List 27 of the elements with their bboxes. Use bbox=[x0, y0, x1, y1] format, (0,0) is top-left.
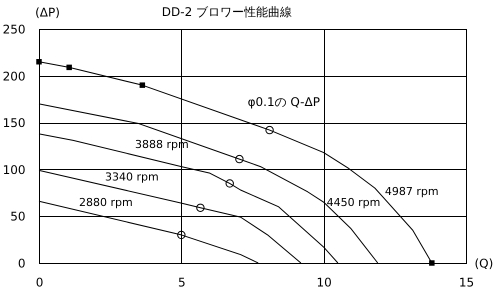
point bbox=[265, 126, 274, 134]
point bbox=[429, 260, 435, 266]
x-tick-label: 15 bbox=[458, 276, 474, 290]
series-label: 3340 rpm bbox=[105, 170, 159, 184]
y-tick-label: 0 bbox=[18, 256, 26, 270]
chart-title: DD-2 ブロワー性能曲線 bbox=[162, 5, 292, 19]
series-label: 4450 rpm bbox=[326, 196, 380, 210]
x-tick-label: 5 bbox=[178, 276, 186, 290]
series-label: 2880 rpm bbox=[79, 196, 133, 210]
y-tick-label: 200 bbox=[2, 69, 26, 84]
point bbox=[140, 82, 146, 88]
series-label: 4987 rpm bbox=[384, 185, 439, 198]
y-tick-label: 50 bbox=[10, 210, 26, 224]
annotation: φ0.1の Q-ΔP bbox=[248, 95, 320, 110]
point bbox=[66, 64, 72, 70]
point bbox=[177, 230, 186, 240]
y-axis-title: (ΔP) bbox=[35, 6, 60, 20]
point bbox=[235, 154, 244, 164]
y-tick-label: 250 bbox=[2, 22, 26, 36]
y-tick-label: 100 bbox=[2, 162, 26, 177]
y-tick-label: 150 bbox=[2, 116, 26, 130]
x-tick-label: 0 bbox=[36, 276, 44, 290]
x-axis-title: (Q) bbox=[474, 256, 494, 270]
point bbox=[196, 204, 205, 212]
point bbox=[36, 59, 42, 64]
x-tick-label: 10 bbox=[316, 276, 332, 290]
point bbox=[226, 179, 234, 188]
